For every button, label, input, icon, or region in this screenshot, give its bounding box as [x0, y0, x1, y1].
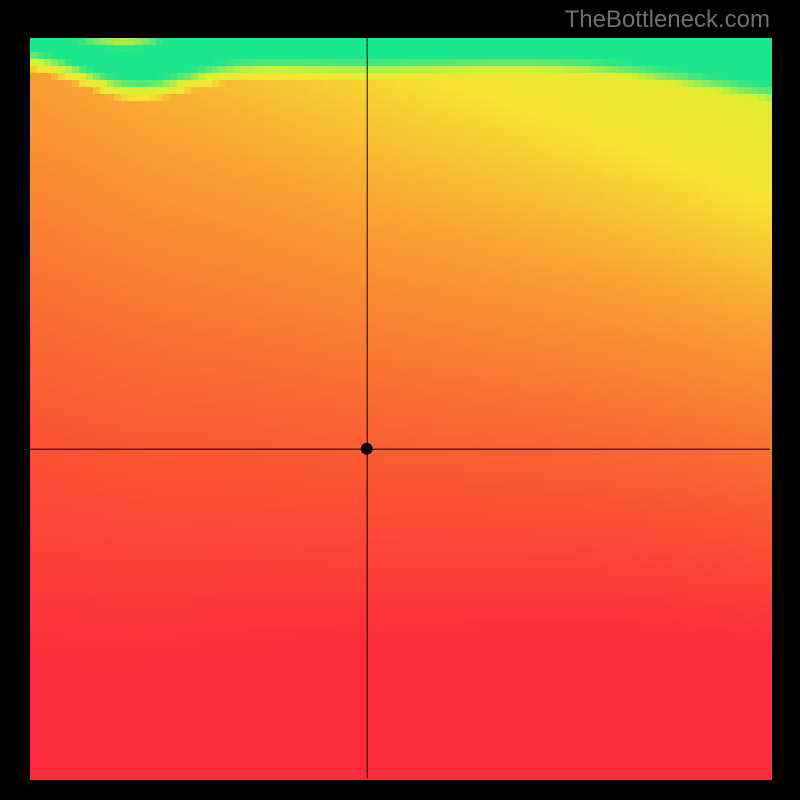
heatmap-canvas — [0, 0, 800, 800]
chart-container: TheBottleneck.com — [0, 0, 800, 800]
watermark-text: TheBottleneck.com — [565, 6, 770, 34]
